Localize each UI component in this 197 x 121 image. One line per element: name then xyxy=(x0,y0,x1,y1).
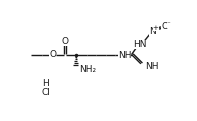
Text: ⁻: ⁻ xyxy=(167,22,171,28)
Text: N: N xyxy=(149,27,156,36)
Text: O: O xyxy=(161,22,168,31)
Text: O: O xyxy=(49,50,56,59)
Text: H: H xyxy=(42,79,49,88)
Text: NH: NH xyxy=(118,51,131,60)
Text: +: + xyxy=(153,25,159,31)
Text: NH: NH xyxy=(146,62,159,71)
Text: NH₂: NH₂ xyxy=(79,65,96,74)
Text: Cl: Cl xyxy=(41,88,50,97)
Text: HN: HN xyxy=(133,40,147,49)
Text: O: O xyxy=(61,37,68,46)
